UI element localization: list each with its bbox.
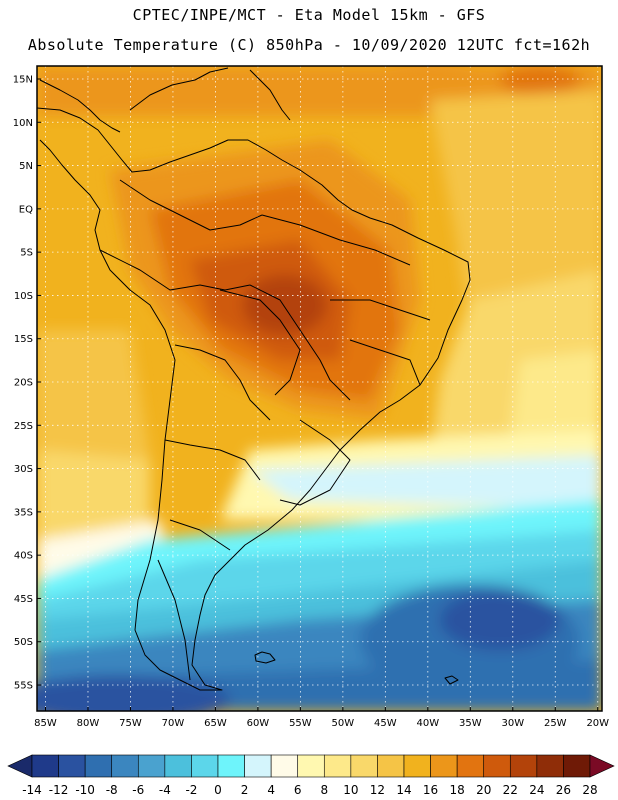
colorbar-swatch [244, 754, 272, 778]
colorbar-label: -10 [75, 783, 95, 797]
lat-label: 20S [14, 378, 33, 389]
lon-label: 25W [544, 718, 567, 729]
lat-label: 40S [14, 551, 33, 562]
colorbar-swatch [111, 754, 139, 778]
colorbar-swatch [536, 754, 564, 778]
lon-label: 40W [417, 718, 440, 729]
lon-label: 65W [204, 718, 227, 729]
colorbar-swatch [58, 754, 86, 778]
colorbar-label: 20 [476, 783, 491, 797]
lat-label: EQ [19, 204, 33, 215]
lat-label: 55S [14, 681, 33, 692]
lat-label: 25S [14, 421, 33, 432]
lon-label: 85W [34, 718, 57, 729]
colorbar-label: -12 [49, 783, 69, 797]
title-line-1: CPTEC/INPE/MCT - Eta Model 15km - GFS [132, 6, 486, 24]
colorbar-swatch [137, 754, 166, 778]
colorbar-swatch [84, 754, 113, 778]
lon-label: 50W [332, 718, 355, 729]
colorbar-label: 10 [343, 783, 358, 797]
colorbar-swatch [430, 754, 458, 778]
map-frame [36, 65, 603, 712]
lat-label: 15N [13, 74, 33, 85]
lat-label: 10S [14, 291, 33, 302]
lon-label: 30W [501, 718, 524, 729]
lon-label: 45W [374, 718, 397, 729]
colorbar-swatch [456, 754, 485, 778]
lat-label: 5N [19, 161, 33, 172]
title-line-2: Absolute Temperature (C) 850hPa - 10/09/… [27, 36, 591, 54]
colorbar-label: 18 [450, 783, 465, 797]
colorbar-swatch [377, 754, 405, 778]
colorbar-label: 28 [582, 783, 597, 797]
colorbar-label: 0 [214, 783, 222, 797]
colorbar-label: -8 [106, 783, 118, 797]
lon-label: 60W [247, 718, 270, 729]
colorbar-high-arrow [589, 754, 615, 778]
colorbar-swatch [323, 754, 352, 778]
colorbar-swatch [563, 754, 591, 778]
colorbar-label: 8 [320, 783, 328, 797]
colorbar-label: -6 [132, 783, 144, 797]
longitude-labels: 85W 80W 75W 70W 65W 60W 55W 50W 45W 40W 35W 30W 25W 2… [34, 707, 609, 729]
colorbar-label: 16 [423, 783, 438, 797]
colorbar-swatch [483, 754, 511, 778]
colorbar-label: 22 [503, 783, 518, 797]
lat-label: 30S [14, 464, 33, 475]
colorbar-swatch [270, 754, 299, 778]
colorbar-swatch [297, 754, 325, 778]
lat-label: 5S [20, 248, 33, 259]
lon-label: 70W [162, 718, 185, 729]
latitude-labels: 15N 10N 5N EQ 5S 10S 15S 20S 25S 30S 35S 40S 45S 50S 5… [13, 74, 41, 692]
lon-label: 35W [459, 718, 482, 729]
lon-label: 20W [586, 718, 609, 729]
colorbar-swatch [509, 754, 538, 778]
colorbar-swatch [164, 754, 192, 778]
lat-label: 50S [14, 637, 33, 648]
lat-label: 45S [14, 594, 33, 605]
colorbar-label: -4 [159, 783, 171, 797]
colorbar-swatch [31, 754, 59, 778]
lat-label: 35S [14, 507, 33, 518]
lon-label: 80W [77, 718, 100, 729]
colorbar-label: -14 [22, 783, 42, 797]
lat-label: 10N [13, 118, 33, 129]
colorbar-label: 12 [370, 783, 385, 797]
colorbar-swatch [350, 754, 378, 778]
colorbar-swatch [191, 754, 219, 778]
colorbar-low-arrow [7, 754, 33, 778]
colorbar-label: 4 [267, 783, 275, 797]
colorbar-label: 2 [241, 783, 249, 797]
colorbar-label: 26 [556, 783, 571, 797]
colorbar-swatch [217, 754, 245, 778]
colorbar: -14 -12 -10 -8 -6 -4 -2 0 2 4 6 8 10 12 14 16 18 20 22 24 26… [7, 754, 615, 797]
colorbar-swatch [403, 754, 431, 778]
graticule [37, 66, 602, 711]
lon-label: 55W [289, 718, 312, 729]
temperature-field [37, 66, 602, 711]
colorbar-label: 24 [529, 783, 544, 797]
colorbar-label: 14 [396, 783, 411, 797]
lon-label: 75W [119, 718, 142, 729]
colorbar-label: 6 [294, 783, 302, 797]
coastlines [37, 67, 471, 691]
lat-label: 15S [14, 334, 33, 345]
colorbar-label: -2 [185, 783, 197, 797]
